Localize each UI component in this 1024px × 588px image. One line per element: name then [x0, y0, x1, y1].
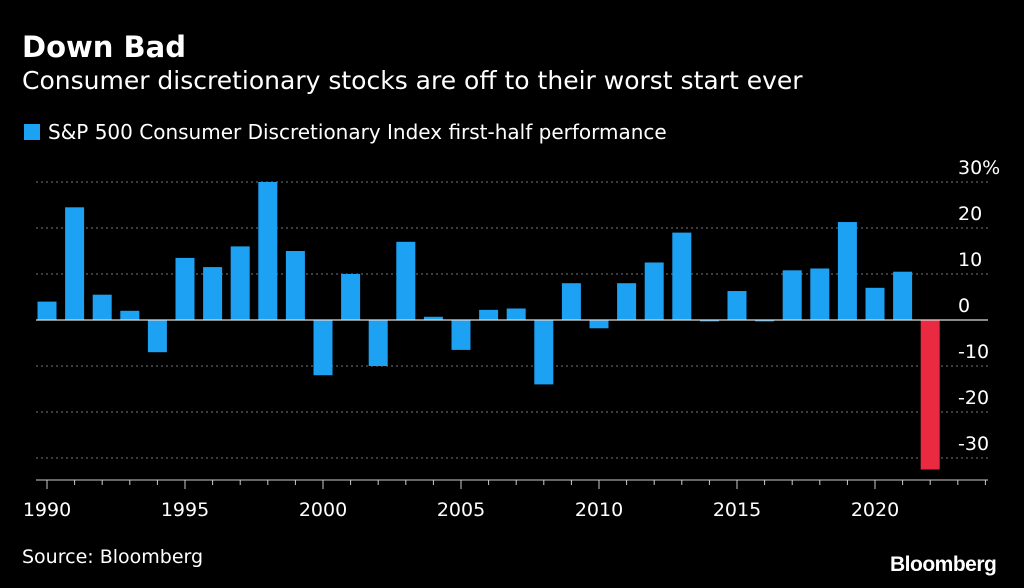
x-tick-label: 2000	[299, 499, 347, 521]
y-tick-label: 30%	[958, 157, 1000, 179]
bar-2017	[782, 270, 802, 320]
y-tick-label: -20	[958, 387, 989, 409]
bar-2020	[865, 287, 885, 320]
bar-2011	[617, 283, 637, 320]
bar-1994	[147, 320, 167, 353]
bar-1997	[230, 246, 250, 320]
bar-2005	[451, 320, 471, 350]
x-tick-label: 1990	[23, 499, 71, 521]
bar-2022	[920, 320, 940, 470]
chart-subtitle: Consumer discretionary stocks are off to…	[22, 66, 803, 95]
bar-1995	[175, 257, 195, 320]
bar-2014	[699, 320, 719, 322]
source-note: Source: Bloomberg	[22, 546, 204, 568]
bar-1996	[203, 267, 223, 320]
bar-2015	[727, 291, 747, 320]
bar-1998	[258, 182, 278, 320]
bar-2001	[341, 274, 361, 320]
bar-1993	[120, 310, 140, 320]
legend-label: S&P 500 Consumer Discretionary Index fir…	[48, 120, 667, 144]
legend: S&P 500 Consumer Discretionary Index fir…	[24, 120, 667, 144]
y-tick-label: 10	[958, 249, 982, 271]
bloomberg-logo: Bloomberg	[890, 553, 997, 576]
x-tick-label: 2005	[437, 499, 485, 521]
bar-2006	[479, 309, 499, 320]
x-tick-label: 2020	[851, 499, 899, 521]
bar-2012	[644, 262, 664, 320]
y-tick-label: 0	[958, 295, 970, 317]
bar-2003	[396, 241, 416, 320]
bar-2019	[837, 222, 857, 320]
y-tick-label: -10	[958, 341, 989, 363]
bar-2000	[313, 320, 333, 376]
y-tick-label: -30	[958, 433, 989, 455]
bar-1999	[285, 251, 305, 320]
bar-2009	[561, 283, 581, 320]
bar-2004	[423, 316, 443, 320]
bar-1992	[92, 294, 112, 320]
bar-2002	[368, 320, 388, 366]
bar-1991	[65, 207, 85, 320]
bar-1990	[37, 301, 57, 320]
legend-swatch	[24, 124, 40, 140]
bar-2021	[893, 271, 913, 320]
x-tick-label: 1995	[161, 499, 209, 521]
bar-2013	[672, 232, 692, 320]
bar-2010	[589, 320, 609, 329]
x-tick-label: 2010	[575, 499, 623, 521]
bar-2007	[506, 308, 526, 320]
bar-2008	[534, 320, 554, 385]
chart-title: Down Bad	[22, 30, 186, 64]
bar-2018	[810, 268, 830, 320]
x-tick-label: 2015	[713, 499, 761, 521]
bar-2016	[755, 320, 775, 322]
y-tick-label: 20	[958, 203, 982, 225]
